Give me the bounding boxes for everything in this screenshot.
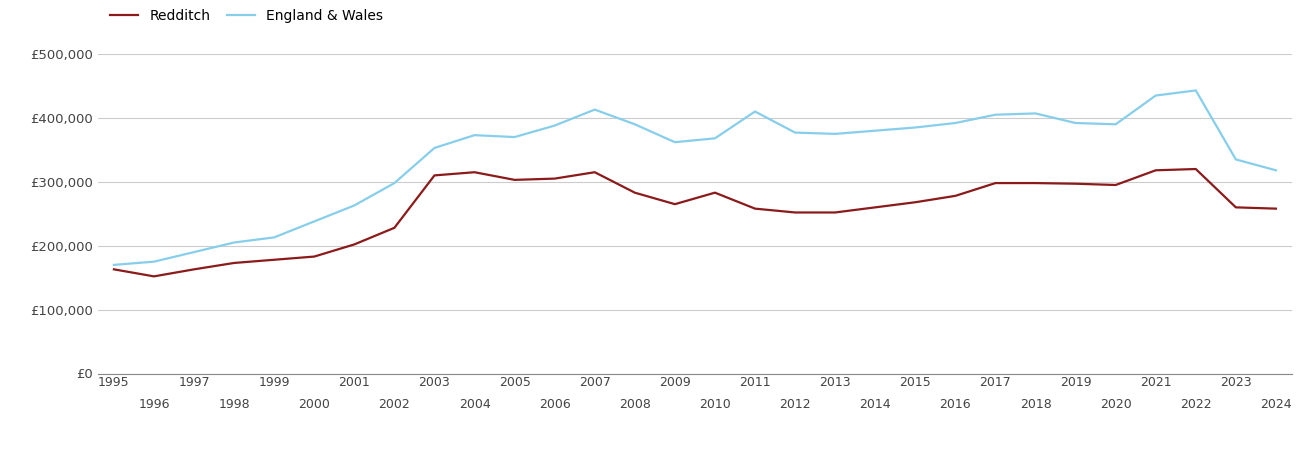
England & Wales (1067, 120, 1083, 126)
England & Wales (1228, 157, 1244, 162)
England & Wales (146, 259, 162, 265)
Redditch (626, 190, 642, 195)
England & Wales (106, 262, 121, 268)
England & Wales (506, 135, 522, 140)
Redditch (1188, 166, 1203, 172)
England & Wales (266, 235, 282, 240)
England & Wales (626, 122, 642, 127)
England & Wales (1148, 93, 1164, 98)
Legend: Redditch, England & Wales: Redditch, England & Wales (104, 4, 389, 28)
England & Wales (827, 131, 843, 137)
England & Wales (868, 128, 883, 133)
England & Wales (787, 130, 803, 135)
Line: Redditch: Redditch (114, 169, 1276, 276)
England & Wales (907, 125, 923, 130)
England & Wales (1027, 111, 1043, 116)
Redditch (587, 170, 603, 175)
Redditch (907, 199, 923, 205)
Redditch (187, 267, 202, 272)
England & Wales (427, 145, 442, 151)
Redditch (1148, 167, 1164, 173)
England & Wales (307, 219, 322, 224)
Redditch (868, 205, 883, 210)
Redditch (146, 274, 162, 279)
England & Wales (1268, 167, 1284, 173)
Redditch (547, 176, 562, 181)
Redditch (748, 206, 763, 211)
England & Wales (587, 107, 603, 112)
Redditch (226, 260, 241, 265)
Redditch (827, 210, 843, 215)
England & Wales (667, 140, 683, 145)
England & Wales (467, 132, 483, 138)
Redditch (1067, 181, 1083, 186)
England & Wales (1188, 88, 1203, 93)
Redditch (347, 242, 363, 247)
England & Wales (707, 135, 723, 141)
Redditch (467, 170, 483, 175)
Redditch (106, 267, 121, 272)
Redditch (787, 210, 803, 215)
Redditch (1027, 180, 1043, 186)
Redditch (667, 202, 683, 207)
Redditch (1268, 206, 1284, 211)
England & Wales (1108, 122, 1124, 127)
Redditch (386, 225, 402, 230)
Redditch (427, 173, 442, 178)
England & Wales (386, 180, 402, 186)
Line: England & Wales: England & Wales (114, 90, 1276, 265)
Redditch (1108, 182, 1124, 188)
Redditch (1228, 205, 1244, 210)
England & Wales (547, 123, 562, 128)
England & Wales (226, 240, 241, 245)
England & Wales (748, 109, 763, 114)
England & Wales (988, 112, 1004, 117)
England & Wales (347, 203, 363, 208)
Redditch (266, 257, 282, 262)
Redditch (988, 180, 1004, 186)
Redditch (707, 190, 723, 195)
England & Wales (947, 120, 963, 126)
Redditch (506, 177, 522, 183)
Redditch (947, 193, 963, 198)
England & Wales (187, 249, 202, 255)
Redditch (307, 254, 322, 259)
